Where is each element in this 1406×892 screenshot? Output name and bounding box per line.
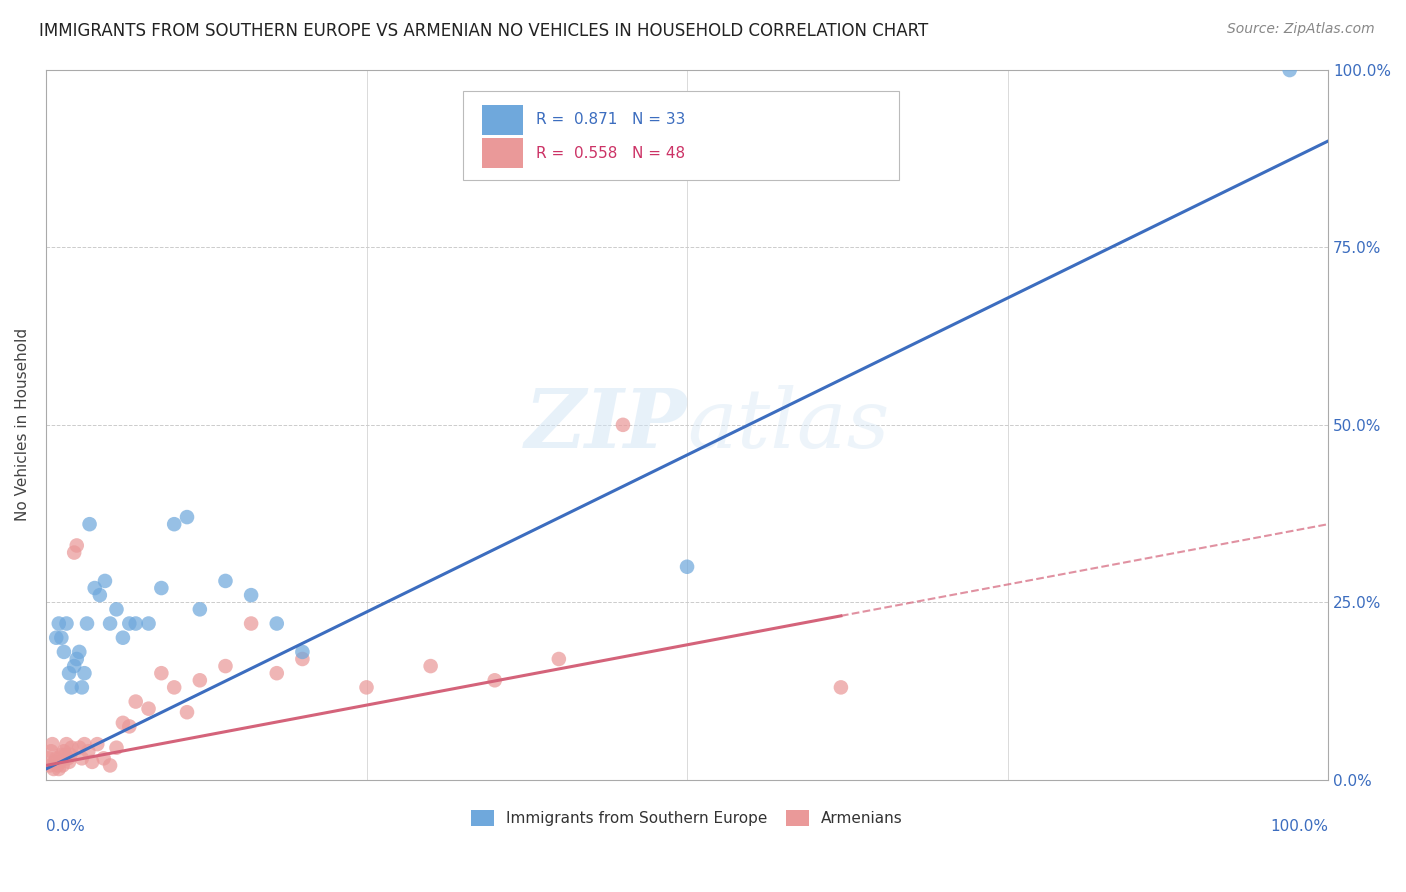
Point — [52, 645, 75, 659]
Point — [105, 602, 128, 616]
Point — [70, 751, 93, 765]
Point — [67, 740, 90, 755]
Legend: Immigrants from Southern Europe, Armenians: Immigrants from Southern Europe, Armenia… — [465, 804, 910, 832]
Point — [111, 631, 134, 645]
Point — [118, 719, 141, 733]
Point — [55, 616, 77, 631]
Point — [266, 666, 288, 681]
Point — [59, 747, 82, 762]
Point — [240, 616, 263, 631]
Point — [55, 737, 77, 751]
Point — [45, 631, 67, 645]
Text: Source: ZipAtlas.com: Source: ZipAtlas.com — [1227, 22, 1375, 37]
Point — [58, 755, 80, 769]
Text: R =  0.871   N = 33: R = 0.871 N = 33 — [536, 112, 685, 128]
Point — [48, 762, 70, 776]
Point — [98, 758, 121, 772]
Point — [51, 747, 73, 762]
Point — [76, 616, 98, 631]
Point — [44, 755, 66, 769]
Point — [111, 715, 134, 730]
FancyBboxPatch shape — [482, 138, 523, 168]
Point — [51, 631, 73, 645]
Point — [266, 616, 288, 631]
Point — [66, 539, 89, 553]
Point — [356, 681, 378, 695]
Point — [52, 758, 75, 772]
Point — [77, 744, 100, 758]
Point — [240, 588, 263, 602]
Point — [45, 751, 67, 765]
Point — [60, 740, 83, 755]
Text: atlas: atlas — [688, 384, 890, 465]
Point — [73, 666, 96, 681]
Text: 100.0%: 100.0% — [1270, 819, 1329, 834]
Point — [188, 673, 211, 688]
FancyBboxPatch shape — [463, 91, 898, 180]
Point — [176, 705, 198, 719]
Point — [63, 545, 86, 559]
Point — [291, 645, 314, 659]
Point — [188, 602, 211, 616]
Point — [150, 581, 173, 595]
Point — [60, 681, 83, 695]
Point — [70, 681, 93, 695]
Point — [49, 755, 72, 769]
Point — [58, 666, 80, 681]
Point — [98, 616, 121, 631]
Point — [138, 701, 160, 715]
Point — [73, 737, 96, 751]
Point — [42, 762, 65, 776]
Point — [150, 666, 173, 681]
Point — [66, 652, 89, 666]
Y-axis label: No Vehicles in Household: No Vehicles in Household — [15, 328, 30, 522]
Point — [94, 574, 117, 588]
Text: 0.0%: 0.0% — [46, 819, 84, 834]
Point — [79, 517, 101, 532]
Point — [291, 652, 314, 666]
Point — [214, 659, 236, 673]
Point — [41, 737, 63, 751]
Point — [612, 417, 634, 432]
Point — [163, 517, 186, 532]
Point — [125, 695, 148, 709]
Point — [176, 510, 198, 524]
Point — [48, 616, 70, 631]
Point — [163, 681, 186, 695]
Point — [105, 740, 128, 755]
Text: R =  0.558   N = 48: R = 0.558 N = 48 — [536, 145, 685, 161]
Point — [214, 574, 236, 588]
Point — [53, 747, 76, 762]
Point — [38, 751, 60, 765]
Point — [93, 751, 115, 765]
Point — [484, 673, 506, 688]
Point — [63, 659, 86, 673]
Point — [39, 744, 62, 758]
Point — [125, 616, 148, 631]
Point — [1278, 63, 1301, 78]
Text: IMMIGRANTS FROM SOUTHERN EUROPE VS ARMENIAN NO VEHICLES IN HOUSEHOLD CORRELATION: IMMIGRANTS FROM SOUTHERN EUROPE VS ARMEN… — [39, 22, 928, 40]
Point — [830, 681, 852, 695]
Point — [46, 758, 69, 772]
Point — [89, 588, 111, 602]
Point — [56, 751, 79, 765]
Point — [86, 737, 108, 751]
Text: ZIP: ZIP — [524, 384, 688, 465]
Point — [419, 659, 441, 673]
Point — [138, 616, 160, 631]
Point — [83, 581, 105, 595]
FancyBboxPatch shape — [482, 105, 523, 135]
Point — [38, 758, 60, 772]
Point — [67, 645, 90, 659]
Point — [118, 616, 141, 631]
Point — [52, 744, 75, 758]
Point — [82, 755, 104, 769]
Point — [676, 559, 699, 574]
Point — [547, 652, 569, 666]
